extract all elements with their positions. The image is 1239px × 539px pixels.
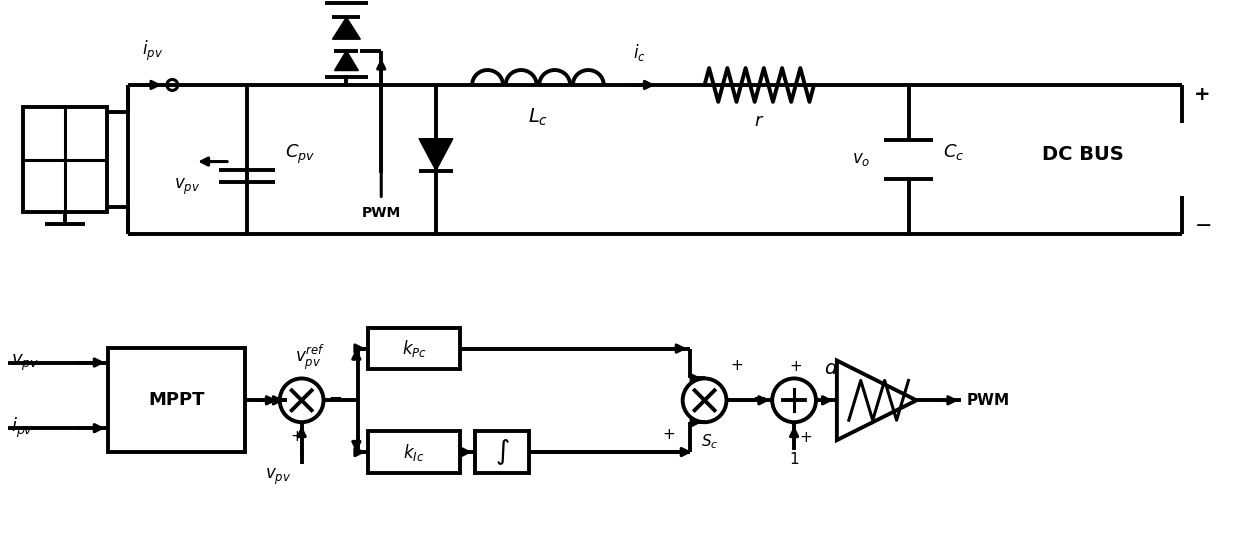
Text: +: + [789, 360, 803, 375]
Text: $i_{pv}$: $i_{pv}$ [142, 39, 164, 63]
Text: +: + [731, 358, 743, 374]
Text: +: + [290, 429, 304, 444]
Text: $v_{pv}$: $v_{pv}$ [175, 176, 201, 197]
Text: +: + [662, 427, 675, 442]
Polygon shape [335, 51, 358, 71]
Text: MPPT: MPPT [147, 391, 204, 409]
Bar [368, 431, 460, 473]
Text: +: + [1194, 85, 1211, 105]
Text: $v_o$: $v_o$ [852, 151, 871, 168]
Text: $i_{pv}$: $i_{pv}$ [11, 416, 33, 440]
Text: $\int$: $\int$ [494, 437, 509, 467]
Text: $r$: $r$ [755, 112, 764, 130]
Polygon shape [419, 139, 453, 170]
Text: 1: 1 [789, 452, 799, 467]
Text: $v_{pv}^{ref}$: $v_{pv}^{ref}$ [295, 343, 325, 372]
Bar [368, 328, 460, 369]
Text: PWM: PWM [966, 393, 1010, 408]
Text: $v_{pv}$: $v_{pv}$ [265, 467, 291, 487]
Text: $S_c$: $S_c$ [701, 432, 719, 451]
Text: +: + [799, 430, 812, 445]
Text: $k_{Ic}$: $k_{Ic}$ [404, 441, 425, 462]
Text: $k_{Pc}$: $k_{Pc}$ [401, 338, 426, 359]
Text: DC BUS: DC BUS [1042, 145, 1124, 164]
Text: $i_c$: $i_c$ [633, 42, 647, 63]
Bar [108, 348, 245, 452]
Bar [475, 431, 529, 473]
Text: $d$: $d$ [824, 360, 838, 378]
Text: $-$: $-$ [327, 388, 342, 405]
Text: $v_{pv}$: $v_{pv}$ [11, 353, 40, 372]
Text: $C_c$: $C_c$ [943, 142, 965, 162]
Polygon shape [332, 17, 361, 39]
Text: PWM: PWM [362, 206, 401, 220]
Text: $L_c$: $L_c$ [528, 107, 548, 128]
Text: $-$: $-$ [752, 388, 766, 405]
Bar [22, 107, 107, 212]
Text: $-$: $-$ [1194, 214, 1212, 234]
Text: $C_{pv}$: $C_{pv}$ [285, 143, 315, 166]
